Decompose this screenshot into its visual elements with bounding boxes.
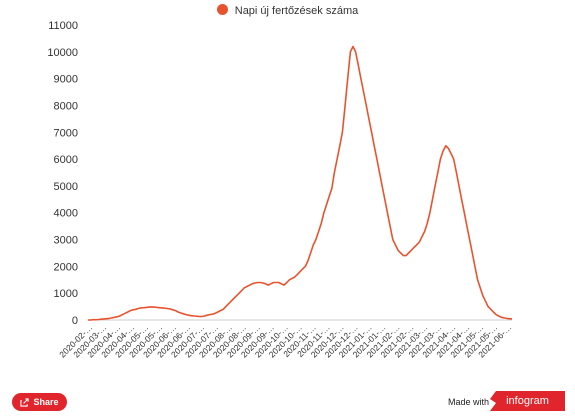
y-axis: 0 1000 2000 3000 4000 5000 6000 7000 8000 9000 100…: [47, 20, 78, 327]
y-tick-label: 9000: [54, 74, 78, 86]
series-line: [88, 45, 513, 321]
line-chart: 0 1000 2000 3000 4000 5000 6000 7000 8000 9000 100…: [47, 20, 513, 359]
share-icon: [20, 397, 30, 407]
y-tick-label: 2000: [54, 261, 78, 273]
y-tick-label: 8000: [54, 100, 78, 112]
legend-marker: [216, 4, 228, 15]
y-tick-label: 7000: [54, 127, 78, 139]
legend-label: Napi új fertőzések száma: [234, 5, 359, 17]
y-tick-label: 1000: [54, 288, 78, 300]
y-tick-label: 3000: [54, 235, 78, 247]
brand-text: infogram: [506, 395, 549, 407]
y-tick-label: 5000: [54, 181, 78, 193]
y-tick-label: 10000: [47, 47, 78, 59]
y-tick-label: 6000: [54, 154, 78, 166]
y-tick-label: 4000: [54, 208, 78, 220]
y-tick-label: 0: [72, 315, 78, 327]
y-tick-label: 11000: [48, 20, 78, 32]
share-button[interactable]: Share: [12, 393, 67, 411]
made-with-text: Made with: [448, 397, 490, 407]
chart-legend[interactable]: Napi új fertőzések száma: [0, 4, 575, 17]
share-label: Share: [33, 397, 59, 407]
x-axis: 2020-02-…2020-03-…2020-04-…2020-04-…2020…: [57, 319, 513, 359]
infogram-logo[interactable]: infogram: [490, 391, 565, 411]
series-group: [88, 45, 513, 321]
